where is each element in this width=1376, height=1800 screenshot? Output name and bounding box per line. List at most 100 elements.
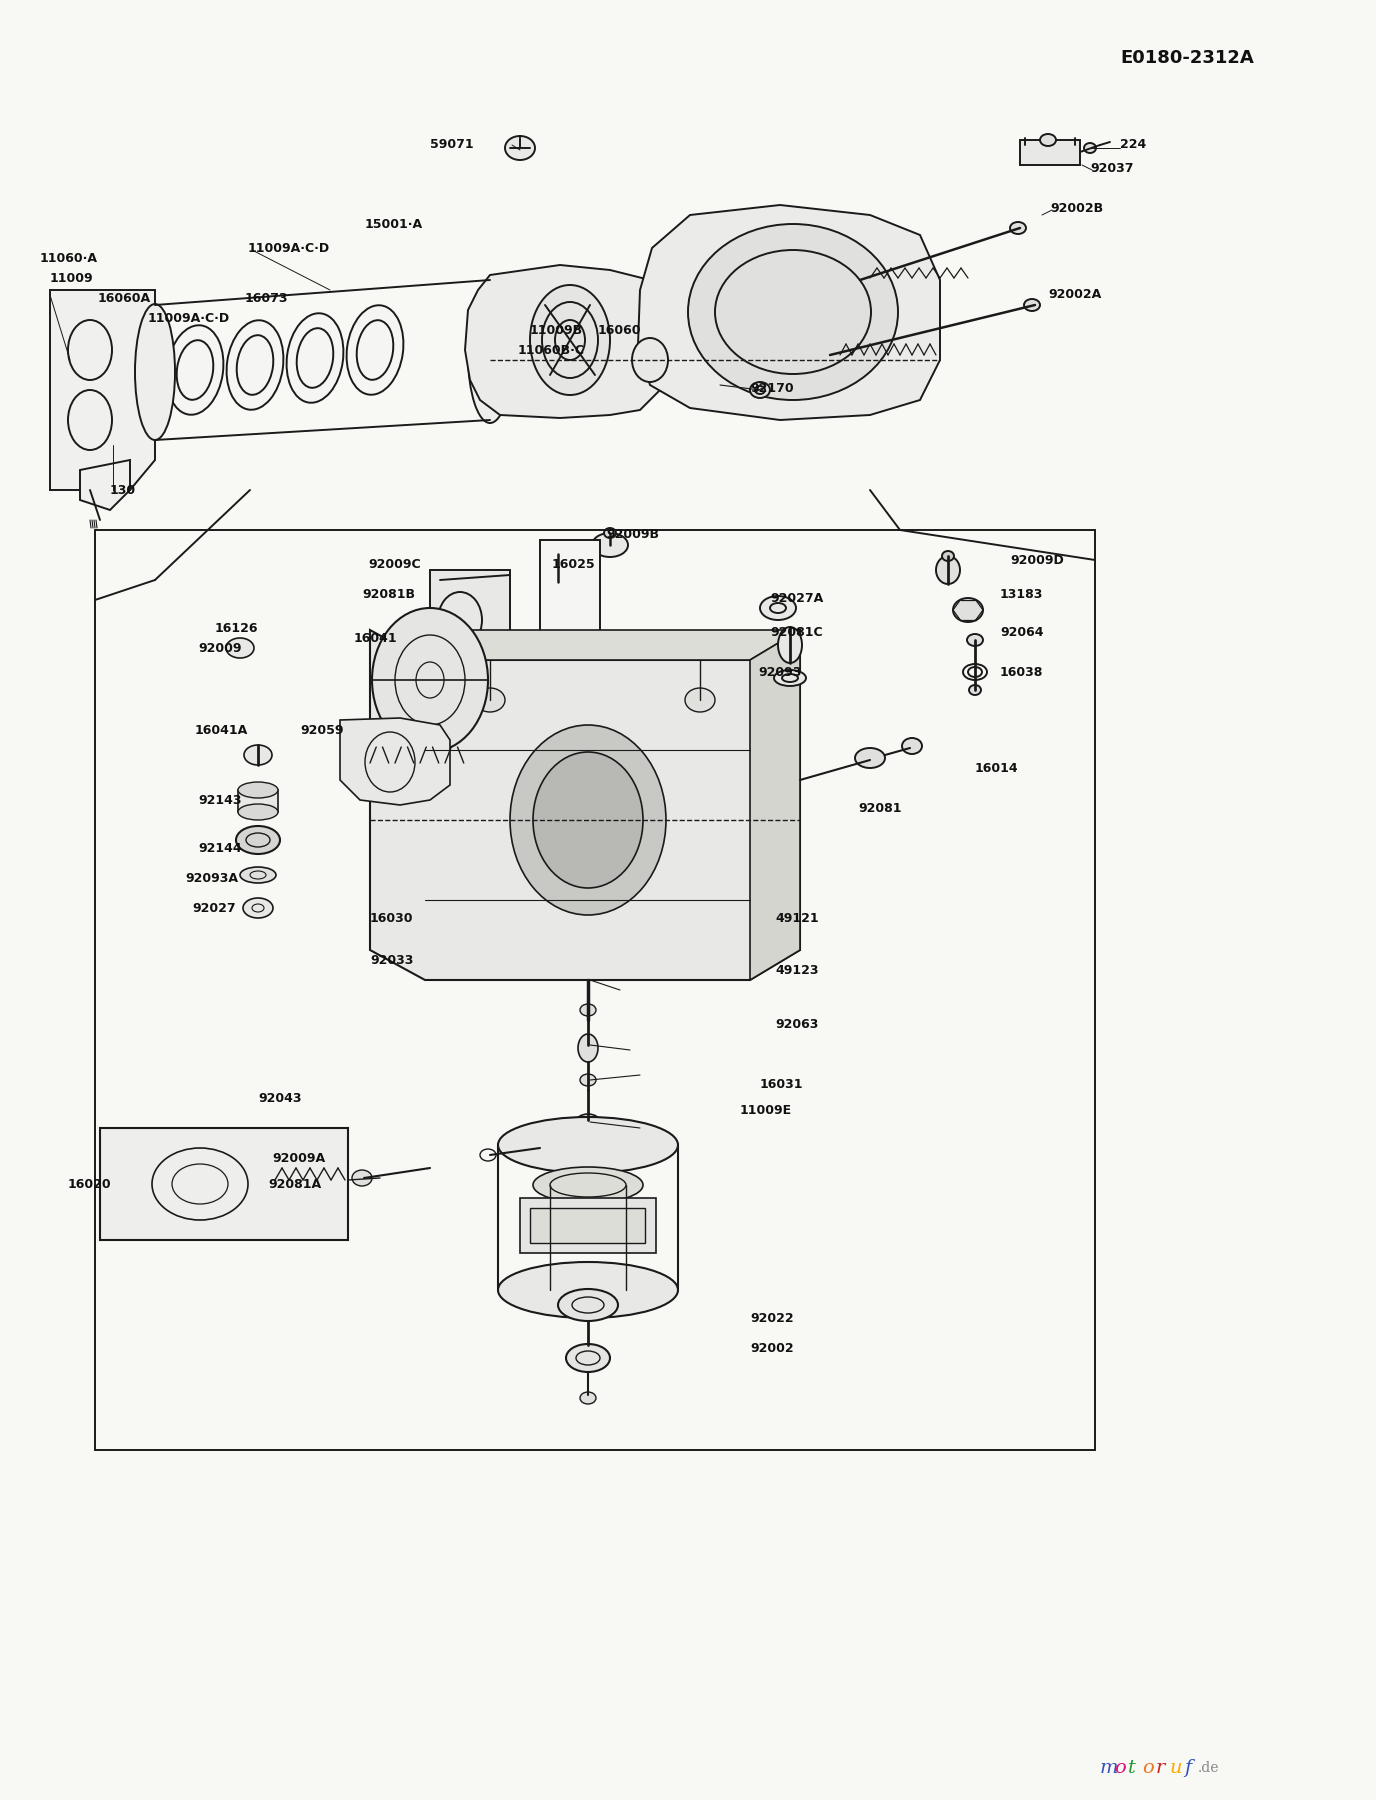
- Text: 16020: 16020: [67, 1179, 111, 1192]
- Bar: [530, 1208, 645, 1244]
- Ellipse shape: [166, 326, 223, 414]
- Ellipse shape: [559, 1289, 618, 1321]
- Polygon shape: [370, 630, 799, 979]
- Ellipse shape: [750, 382, 771, 398]
- Ellipse shape: [903, 738, 922, 754]
- Text: 16031: 16031: [760, 1078, 804, 1091]
- Text: r: r: [1156, 1759, 1165, 1777]
- Ellipse shape: [226, 637, 255, 659]
- Text: 92170: 92170: [750, 382, 794, 394]
- Text: 92002: 92002: [750, 1341, 794, 1354]
- Ellipse shape: [238, 805, 278, 821]
- Text: 92027A: 92027A: [771, 592, 823, 605]
- Text: 15001·A: 15001·A: [365, 218, 424, 232]
- Text: o: o: [1142, 1759, 1153, 1777]
- Bar: [100, 1129, 348, 1240]
- Polygon shape: [80, 461, 129, 509]
- Text: 11060B·C: 11060B·C: [517, 344, 585, 356]
- Text: 16126: 16126: [215, 621, 259, 635]
- Ellipse shape: [244, 745, 272, 765]
- Ellipse shape: [777, 626, 802, 662]
- Text: o: o: [1115, 1759, 1126, 1777]
- Text: 92033: 92033: [370, 954, 413, 967]
- Ellipse shape: [969, 686, 981, 695]
- Text: 92081C: 92081C: [771, 626, 823, 639]
- Ellipse shape: [372, 608, 488, 752]
- Polygon shape: [429, 571, 510, 650]
- Text: 92009D: 92009D: [1010, 554, 1064, 567]
- Ellipse shape: [967, 634, 982, 646]
- Text: 11009A·C·D: 11009A·C·D: [149, 311, 230, 324]
- Text: m: m: [1099, 1759, 1119, 1777]
- Polygon shape: [638, 205, 940, 419]
- Text: 16014: 16014: [976, 761, 1018, 774]
- Ellipse shape: [581, 1075, 596, 1085]
- Ellipse shape: [1024, 299, 1040, 311]
- Text: 92009B: 92009B: [605, 529, 659, 542]
- Text: E0180-2312A: E0180-2312A: [1120, 49, 1254, 67]
- Text: 92063: 92063: [775, 1019, 819, 1031]
- Text: 92043: 92043: [259, 1091, 301, 1105]
- Ellipse shape: [548, 554, 568, 581]
- Ellipse shape: [954, 598, 982, 623]
- Text: 11009E: 11009E: [740, 1103, 793, 1116]
- Text: .de: .de: [1198, 1760, 1219, 1775]
- Ellipse shape: [533, 752, 643, 887]
- Ellipse shape: [352, 1170, 372, 1186]
- Ellipse shape: [581, 1004, 596, 1015]
- Ellipse shape: [773, 670, 806, 686]
- Ellipse shape: [533, 1166, 643, 1202]
- Bar: [238, 790, 278, 812]
- Text: 16041A: 16041A: [195, 724, 248, 736]
- Text: 13183: 13183: [1000, 589, 1043, 601]
- Text: 92002B: 92002B: [1050, 202, 1104, 214]
- Ellipse shape: [530, 284, 610, 394]
- Bar: [520, 1199, 656, 1253]
- Ellipse shape: [592, 533, 627, 556]
- Ellipse shape: [1010, 221, 1026, 234]
- Text: 16038: 16038: [1000, 666, 1043, 679]
- Text: 92009: 92009: [198, 641, 242, 655]
- Ellipse shape: [760, 596, 795, 619]
- Text: 92037: 92037: [1090, 162, 1134, 175]
- Text: 16025: 16025: [552, 558, 596, 572]
- Text: 59071: 59071: [429, 139, 473, 151]
- Ellipse shape: [1084, 142, 1097, 153]
- Text: 224: 224: [1120, 139, 1146, 151]
- Ellipse shape: [1040, 133, 1055, 146]
- Ellipse shape: [577, 1114, 600, 1130]
- Text: 92081B: 92081B: [362, 589, 416, 601]
- Text: 92144: 92144: [198, 842, 242, 855]
- Ellipse shape: [244, 898, 272, 918]
- Ellipse shape: [581, 1391, 596, 1404]
- Text: 16041: 16041: [354, 632, 398, 644]
- Text: 92093A: 92093A: [184, 871, 238, 884]
- Text: 92022: 92022: [750, 1312, 794, 1325]
- Text: 92002A: 92002A: [1049, 288, 1101, 301]
- Polygon shape: [50, 290, 155, 490]
- Text: 49121: 49121: [775, 911, 819, 925]
- Ellipse shape: [566, 1345, 610, 1372]
- Polygon shape: [465, 265, 670, 418]
- Ellipse shape: [475, 688, 505, 713]
- Ellipse shape: [286, 313, 344, 403]
- Text: 16060A: 16060A: [98, 292, 151, 304]
- Ellipse shape: [632, 338, 667, 382]
- Ellipse shape: [347, 306, 403, 394]
- Ellipse shape: [578, 1033, 599, 1062]
- Ellipse shape: [604, 527, 616, 538]
- Ellipse shape: [227, 320, 283, 410]
- Ellipse shape: [854, 749, 885, 769]
- Text: 92081A: 92081A: [268, 1179, 321, 1192]
- Text: 92009A: 92009A: [272, 1152, 325, 1165]
- Ellipse shape: [688, 223, 899, 400]
- Ellipse shape: [505, 137, 535, 160]
- Polygon shape: [340, 718, 450, 805]
- Text: t: t: [1128, 1759, 1135, 1777]
- Text: 49123: 49123: [775, 963, 819, 976]
- Ellipse shape: [239, 868, 277, 884]
- Text: 11009: 11009: [50, 272, 94, 284]
- Text: u: u: [1170, 1759, 1182, 1777]
- Ellipse shape: [685, 688, 716, 713]
- Text: 16060: 16060: [599, 324, 641, 337]
